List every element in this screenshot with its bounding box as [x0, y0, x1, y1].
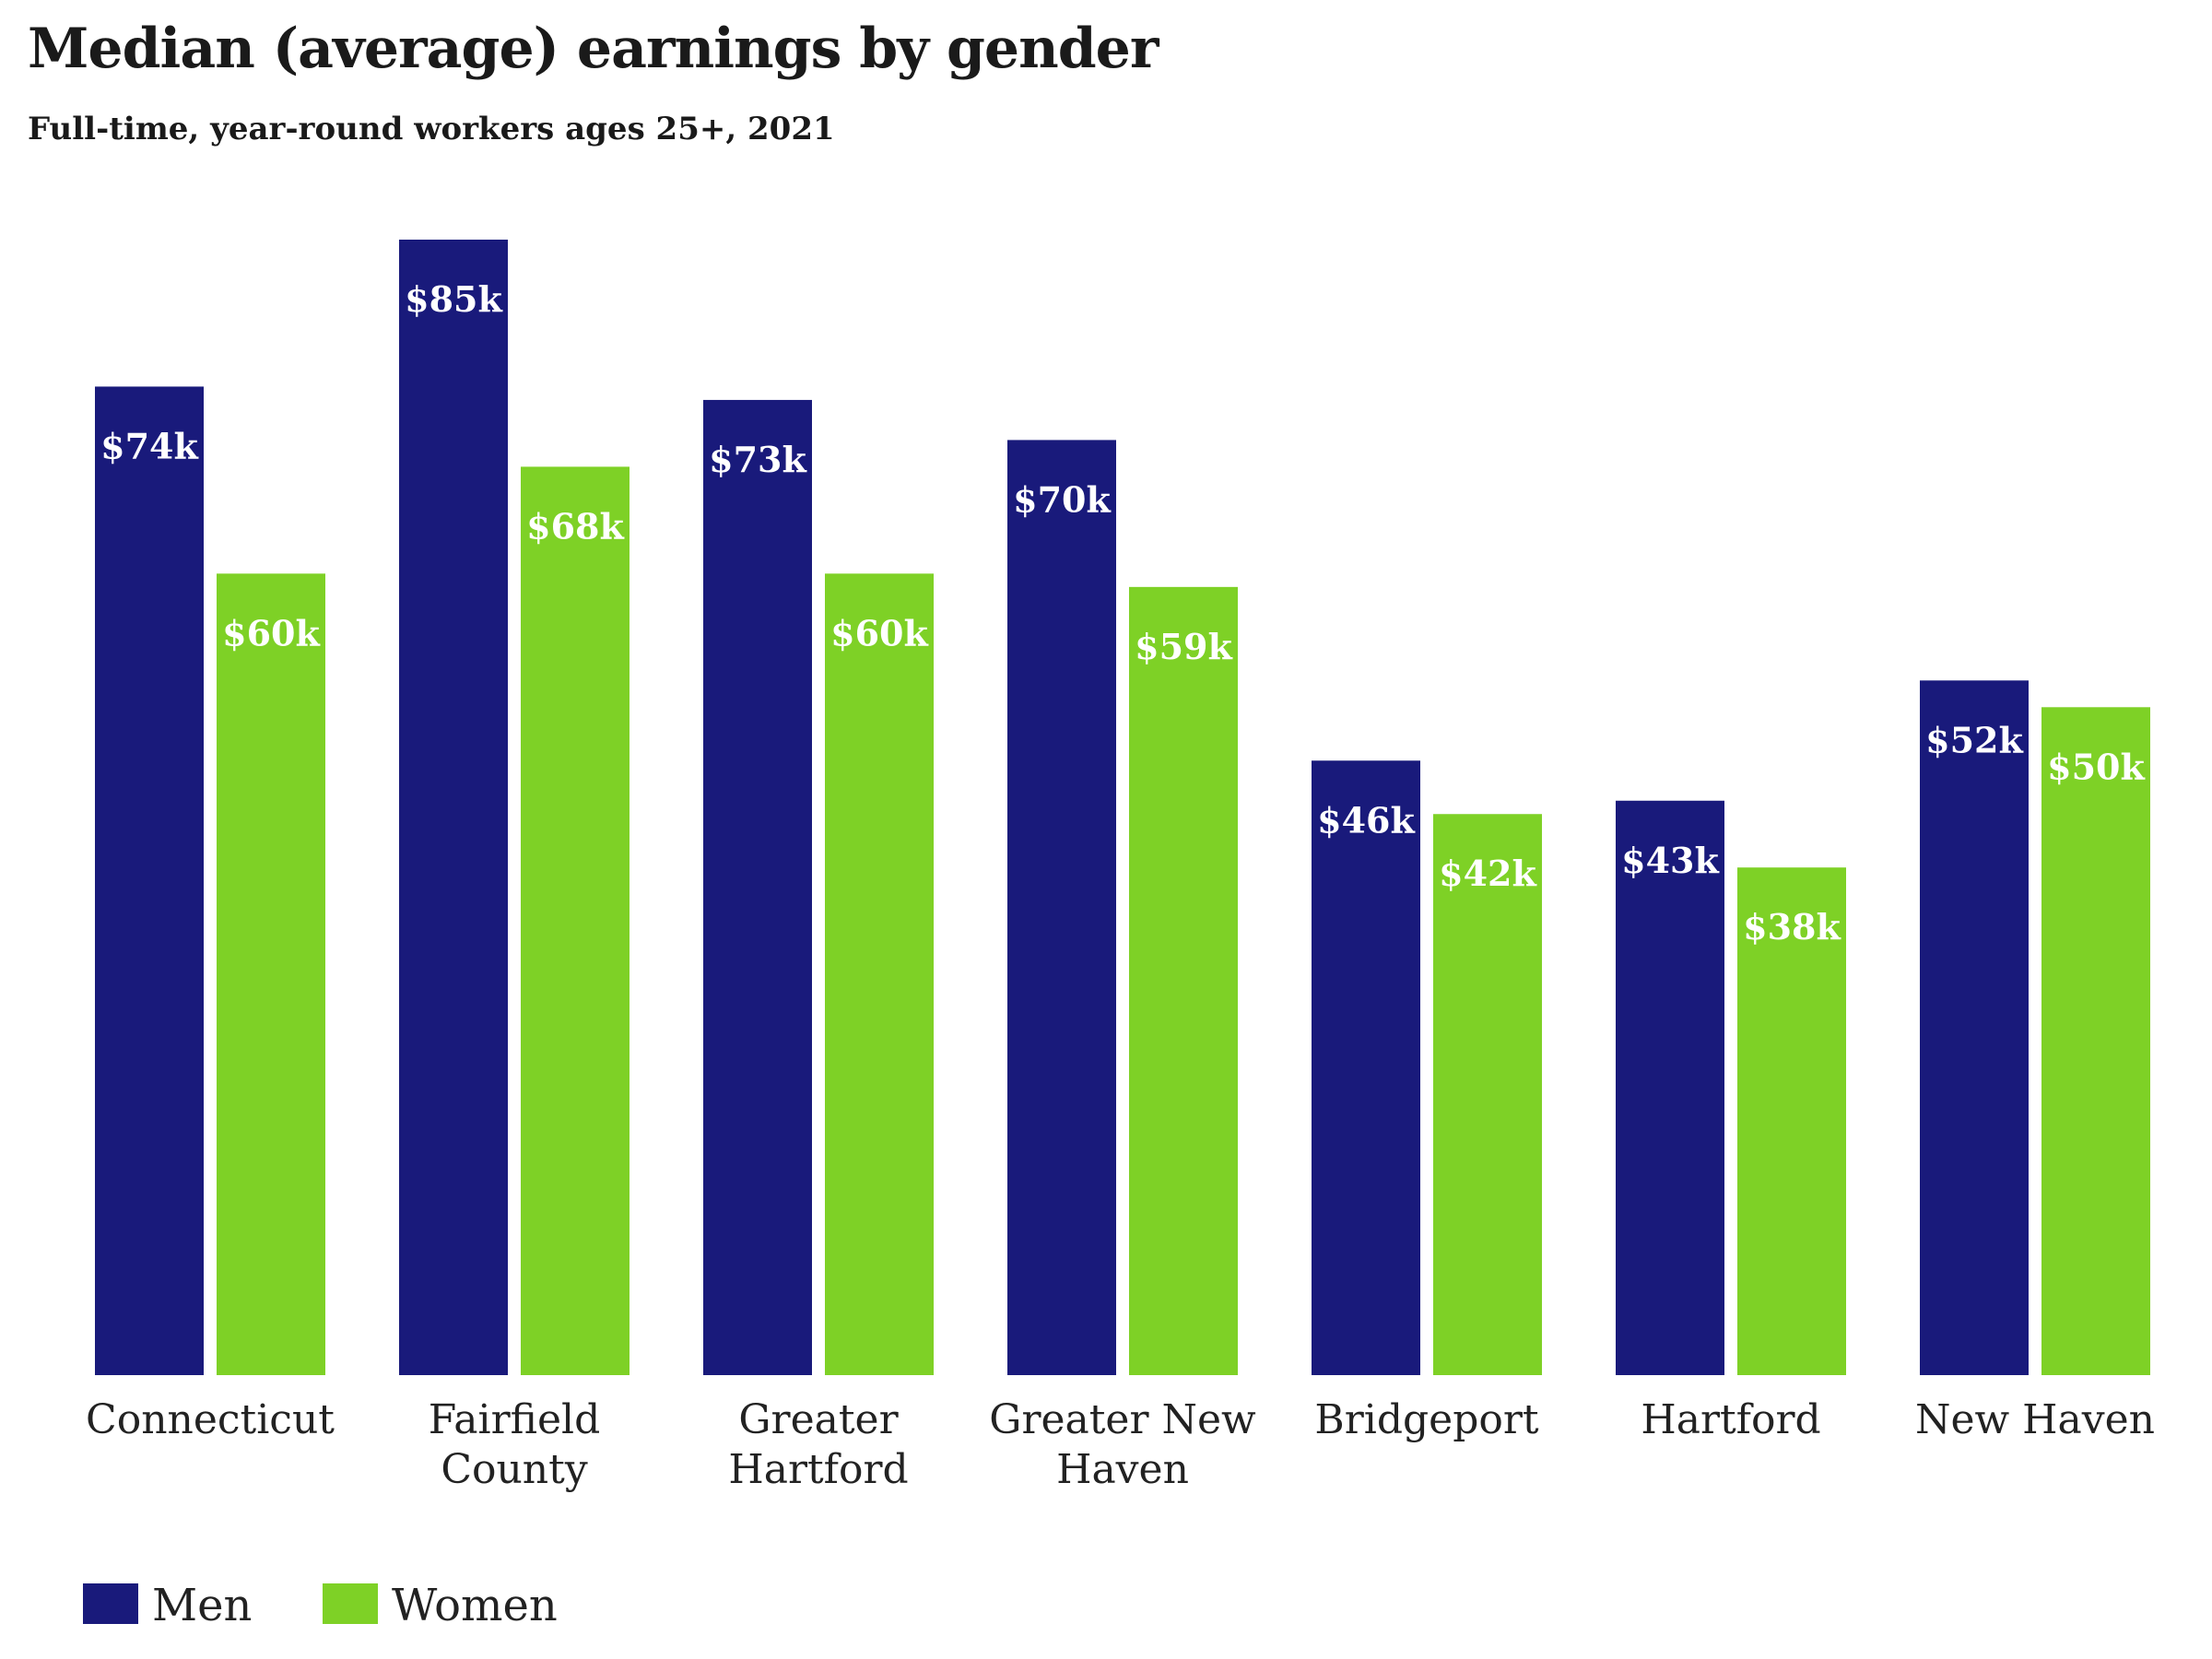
category-label-2-line-0: Greater — [738, 1396, 899, 1443]
category-labels-group: Connecticut FairfieldCountyGreaterHartfor… — [86, 1396, 2155, 1493]
bar-women-1 — [521, 466, 629, 1375]
bar-women-5 — [1737, 867, 1846, 1375]
bar-value-label-women-0: $60k — [222, 612, 320, 653]
bar-labels-group: $74k $60k $85k $68k $73k $60k $70k $59k $46k $42k… — [100, 278, 2145, 947]
bar-value-label-men-0: $74k — [100, 425, 198, 466]
bar-value-label-men-1: $85k — [405, 278, 502, 320]
legend-swatch-men — [83, 1583, 138, 1624]
bars-group — [95, 240, 2150, 1376]
legend: Men Women — [83, 1580, 558, 1631]
bar-men-4 — [1312, 760, 1420, 1375]
bar-men-5 — [1616, 800, 1724, 1375]
bar-value-label-men-4: $46k — [1317, 799, 1415, 841]
category-label-5-line-0: Hartford — [1641, 1396, 1820, 1443]
chart-title: Median (average) earnings by gender — [28, 17, 1159, 81]
bar-value-label-women-4: $42k — [1439, 853, 1536, 894]
bar-women-2 — [825, 573, 934, 1375]
bar-men-0 — [95, 386, 204, 1375]
category-label-4-line-0: Bridgeport — [1314, 1396, 1539, 1443]
bar-value-label-men-5: $43k — [1621, 840, 1719, 881]
legend-label-men: Men — [152, 1580, 252, 1631]
bar-value-label-women-1: $68k — [526, 505, 624, 547]
legend-label-women: Women — [392, 1580, 558, 1631]
bar-value-label-women-5: $38k — [1743, 906, 1841, 947]
chart-subtitle: Full-time, year-round workers ages 25+, … — [28, 111, 835, 147]
bar-value-label-men-6: $52k — [1925, 719, 2023, 760]
bar-men-1 — [399, 240, 508, 1375]
category-label-1-line-0: Fairfield — [429, 1396, 601, 1443]
bar-value-label-women-3: $59k — [1135, 626, 1232, 667]
category-label-1-line-1: County — [441, 1446, 588, 1493]
bar-men-3 — [1007, 440, 1116, 1376]
bar-value-label-men-2: $73k — [709, 439, 806, 480]
bar-men-6 — [1920, 680, 2029, 1375]
bar-value-label-women-6: $50k — [2047, 746, 2145, 787]
category-label-3-line-1: Haven — [1056, 1446, 1189, 1493]
bar-value-label-women-2: $60k — [830, 612, 928, 653]
category-label-0-line-0: Connecticut — [86, 1396, 335, 1443]
bar-women-3 — [1129, 586, 1238, 1375]
category-label-3-line-0: Greater New — [989, 1396, 1256, 1443]
bar-value-label-men-3: $70k — [1013, 478, 1111, 520]
bar-women-6 — [2041, 707, 2150, 1375]
bar-men-2 — [703, 399, 812, 1375]
bar-women-0 — [217, 573, 325, 1375]
bar-women-4 — [1433, 814, 1542, 1375]
category-label-6-line-0: New Haven — [1915, 1396, 2155, 1443]
category-label-2-line-1: Hartford — [728, 1446, 908, 1493]
legend-swatch-women — [323, 1583, 378, 1624]
